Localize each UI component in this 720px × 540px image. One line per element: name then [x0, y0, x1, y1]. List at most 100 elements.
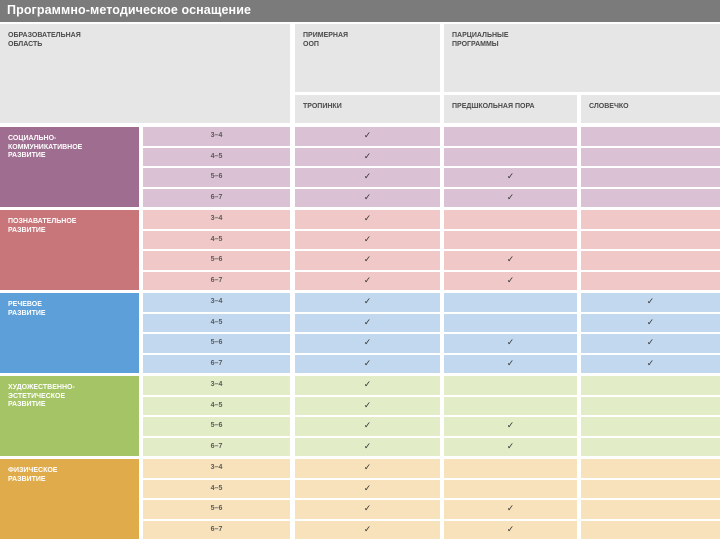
program-cell [581, 251, 720, 270]
program-cell: ✓ [444, 520, 577, 540]
program-cell: ✓ [295, 520, 440, 540]
header-oop-label: ПРИМЕРНАЯ ООП [303, 32, 349, 48]
header-program-tropinki: ТРОПИНКИ [295, 95, 440, 123]
check-icon: ✓ [506, 274, 515, 285]
check-icon: ✓ [363, 420, 372, 431]
program-cell [581, 127, 720, 146]
program-cell: ✓ [295, 376, 440, 395]
area-cell: ПОЗНАВАТЕЛЬНОЕ РАЗВИТИЕ [0, 210, 139, 290]
program-cell: ✓ [581, 293, 720, 312]
check-icon: ✓ [506, 337, 515, 348]
age-label: 6–7 [210, 193, 223, 201]
age-label: 5–6 [210, 422, 223, 430]
program-cell [581, 210, 720, 229]
program-cell: ✓ [295, 188, 440, 208]
area-cell: ХУДОЖЕСТВЕННО- ЭСТЕТИЧЕСКОЕ РАЗВИТИЕ [0, 376, 139, 456]
program-cell: ✓ [444, 334, 577, 353]
header-program-label: ТРОПИНКИ [303, 103, 342, 110]
area-label: ПОЗНАВАТЕЛЬНОЕ РАЗВИТИЕ [8, 218, 77, 234]
program-cell [444, 147, 577, 167]
program-cell: ✓ [444, 417, 577, 436]
check-icon: ✓ [363, 379, 372, 389]
age-cell: 6–7 [143, 188, 290, 208]
age-label: 3–4 [210, 132, 223, 139]
check-icon: ✓ [506, 357, 515, 368]
check-icon: ✓ [363, 357, 372, 368]
program-cell [581, 396, 720, 416]
age-cell: 4–5 [143, 147, 290, 167]
check-icon: ✓ [646, 337, 655, 348]
program-cell: ✓ [444, 437, 577, 457]
check-icon: ✓ [363, 171, 372, 182]
program-cell [444, 313, 577, 333]
age-label: 5–6 [210, 339, 223, 347]
age-cell: 5–6 [143, 417, 290, 436]
check-icon: ✓ [363, 233, 372, 244]
age-label: 6–7 [210, 359, 223, 367]
program-cell [581, 147, 720, 167]
age-cell: 3–4 [143, 459, 290, 478]
program-cell [444, 376, 577, 395]
age-cell: 6–7 [143, 437, 290, 457]
check-icon: ✓ [363, 462, 372, 472]
age-cell: 5–6 [143, 168, 290, 187]
check-icon: ✓ [506, 503, 515, 514]
age-cell: 3–4 [143, 210, 290, 229]
age-cell: 6–7 [143, 520, 290, 540]
age-cell: 6–7 [143, 354, 290, 374]
age-label: 4–5 [210, 484, 223, 492]
program-cell: ✓ [581, 334, 720, 353]
age-label: 4–5 [210, 152, 223, 160]
page-title: Программно-методическое оснащение [7, 3, 252, 17]
check-icon: ✓ [363, 337, 372, 348]
program-cell: ✓ [295, 396, 440, 416]
program-cell: ✓ [444, 188, 577, 208]
program-cell: ✓ [295, 210, 440, 229]
check-icon: ✓ [506, 254, 515, 265]
check-icon: ✓ [363, 296, 372, 306]
header-partial: ПАРЦИАЛЬНЫЕ ПРОГРАММЫ [444, 24, 720, 92]
program-cell: ✓ [581, 354, 720, 374]
program-cell [581, 188, 720, 208]
program-cell [444, 396, 577, 416]
program-cell [581, 520, 720, 540]
program-cell: ✓ [295, 479, 440, 499]
age-cell: 3–4 [143, 127, 290, 146]
check-icon: ✓ [506, 440, 515, 451]
check-icon: ✓ [363, 316, 372, 327]
program-cell: ✓ [295, 147, 440, 167]
program-cell [581, 271, 720, 291]
program-cell: ✓ [295, 417, 440, 436]
check-icon: ✓ [363, 274, 372, 285]
program-cell: ✓ [295, 293, 440, 312]
program-cell [444, 127, 577, 146]
age-cell: 4–5 [143, 479, 290, 499]
program-cell [581, 500, 720, 519]
age-label: 4–5 [210, 318, 223, 326]
area-label: ФИЗИЧЕСКОЕ РАЗВИТИЕ [8, 467, 58, 483]
header-partial-label: ПАРЦИАЛЬНЫЕ ПРОГРАММЫ [452, 32, 509, 48]
age-label: 4–5 [210, 401, 223, 409]
header-area: ОБРАЗОВАТЕЛЬНАЯ ОБЛАСТЬ [0, 24, 290, 123]
check-icon: ✓ [363, 440, 372, 451]
header-program-label: ПРЕДШКОЛЬНАЯ ПОРА [452, 103, 535, 110]
program-cell [581, 417, 720, 436]
age-cell: 3–4 [143, 293, 290, 312]
check-icon: ✓ [506, 420, 515, 431]
age-label: 6–7 [210, 276, 223, 284]
program-cell [581, 459, 720, 478]
program-cell: ✓ [581, 313, 720, 333]
age-cell: 5–6 [143, 334, 290, 353]
header-area-label: ОБРАЗОВАТЕЛЬНАЯ ОБЛАСТЬ [8, 32, 81, 48]
title-bar: Программно-методическое оснащение [0, 0, 720, 22]
program-cell: ✓ [295, 271, 440, 291]
header-program-label: СЛОВЕЧКО [589, 103, 629, 110]
age-cell: 4–5 [143, 396, 290, 416]
age-cell: 6–7 [143, 271, 290, 291]
program-cell [581, 168, 720, 187]
program-cell: ✓ [295, 251, 440, 270]
check-icon: ✓ [363, 523, 372, 534]
program-cell: ✓ [295, 313, 440, 333]
program-cell: ✓ [295, 500, 440, 519]
program-cell [444, 210, 577, 229]
